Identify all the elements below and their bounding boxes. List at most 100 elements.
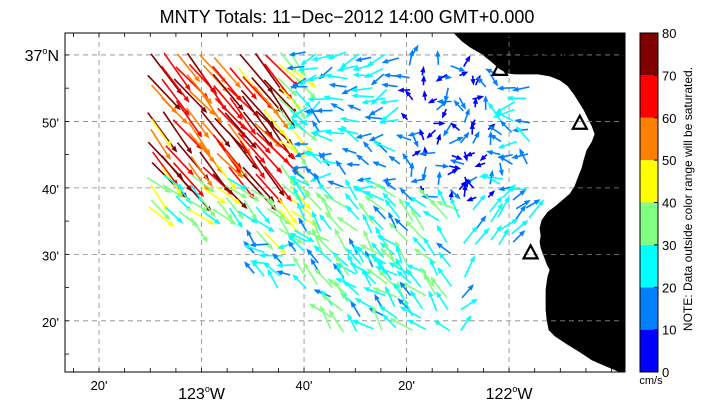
current-vector (150, 53, 183, 96)
current-vector (399, 306, 422, 319)
current-vector (351, 93, 374, 99)
current-vector (352, 72, 373, 78)
current-vector (216, 152, 244, 179)
current-vector (398, 197, 414, 222)
current-vector (298, 217, 309, 234)
current-vector (525, 199, 541, 209)
current-vector (472, 194, 486, 211)
current-vector (328, 309, 345, 333)
current-vector (512, 229, 526, 243)
scale-bar-label: 10 km (568, 234, 608, 250)
current-vector (487, 125, 503, 136)
current-vector (490, 224, 503, 241)
current-vector (450, 122, 461, 132)
current-vector (328, 82, 347, 88)
map-title: MNTY Totals: 11−Dec−2012 14:00 GMT+0.000 (160, 7, 535, 27)
current-vector (343, 280, 359, 296)
current-vector (407, 319, 427, 330)
current-vector (147, 74, 181, 111)
current-vector (272, 252, 283, 265)
current-vector (514, 204, 526, 221)
current-vector (384, 181, 397, 191)
current-vector (458, 180, 467, 191)
current-vector (379, 99, 399, 105)
current-vector (370, 73, 385, 86)
current-vector (215, 162, 237, 191)
current-vector (488, 196, 503, 213)
current-vector (479, 153, 488, 162)
current-vector (293, 178, 307, 199)
current-vector (324, 130, 345, 136)
current-vector (405, 220, 425, 241)
current-vector (422, 210, 440, 222)
current-vector (436, 133, 442, 145)
current-vector (400, 112, 409, 121)
current-vector (449, 159, 465, 166)
current-vector (185, 107, 210, 139)
current-vector (186, 207, 215, 225)
current-vector (463, 255, 475, 278)
current-vector (336, 64, 359, 72)
current-vector (339, 116, 360, 123)
current-vector (311, 120, 321, 133)
current-vector (499, 120, 513, 133)
current-vector (462, 225, 478, 244)
current-vector (463, 108, 470, 123)
current-vector (361, 97, 386, 105)
scale-arrow-label: 25 cm/s (522, 42, 574, 58)
current-vector (215, 186, 242, 205)
current-vector (265, 54, 300, 88)
current-vector (290, 106, 308, 119)
current-vector (497, 186, 513, 192)
map-area (65, 33, 625, 372)
current-vector (356, 154, 370, 166)
current-vector (361, 269, 377, 285)
current-vector (364, 114, 383, 121)
current-vector (459, 131, 470, 144)
lon-label: 20' (91, 378, 108, 393)
current-vector (336, 216, 359, 232)
current-vector (465, 151, 475, 157)
current-vector (463, 151, 469, 162)
colorbar-tick-label: 20 (662, 280, 676, 295)
current-vector (411, 150, 422, 157)
colorbar-tick-label: 70 (662, 68, 676, 83)
current-vector (410, 208, 425, 231)
current-vector (172, 119, 203, 150)
current-vector (426, 129, 437, 139)
current-vector (278, 197, 298, 225)
scale-bar: 10 km (568, 234, 608, 256)
current-vector (251, 260, 265, 277)
current-vector (190, 217, 208, 243)
latitude-labels: 37oN 50' 40' 30' 20' (25, 46, 59, 330)
current-vector (185, 197, 209, 212)
current-vector (249, 242, 269, 248)
colorbar-segment (640, 160, 658, 203)
current-vector (374, 266, 398, 276)
current-vector (389, 317, 413, 331)
current-vector (388, 155, 401, 165)
current-vector (318, 182, 335, 201)
current-vector (436, 171, 442, 185)
current-vector (336, 127, 359, 135)
current-vector (172, 162, 205, 198)
current-vector (229, 67, 258, 100)
current-vector (395, 134, 412, 141)
current-vector (376, 235, 396, 246)
current-vector (306, 150, 322, 164)
current-vector (311, 54, 335, 62)
current-vector (368, 214, 384, 230)
current-vector (200, 197, 216, 218)
current-vector (489, 134, 502, 143)
current-vector (287, 240, 297, 252)
current-vector (310, 132, 333, 142)
current-vector (292, 256, 307, 278)
current-vector (238, 210, 258, 224)
colorbar-segment (640, 244, 658, 288)
current-vector (352, 185, 374, 199)
current-vector (297, 66, 318, 73)
current-vector (330, 103, 345, 112)
current-vector (359, 244, 383, 257)
current-vector (313, 245, 332, 263)
